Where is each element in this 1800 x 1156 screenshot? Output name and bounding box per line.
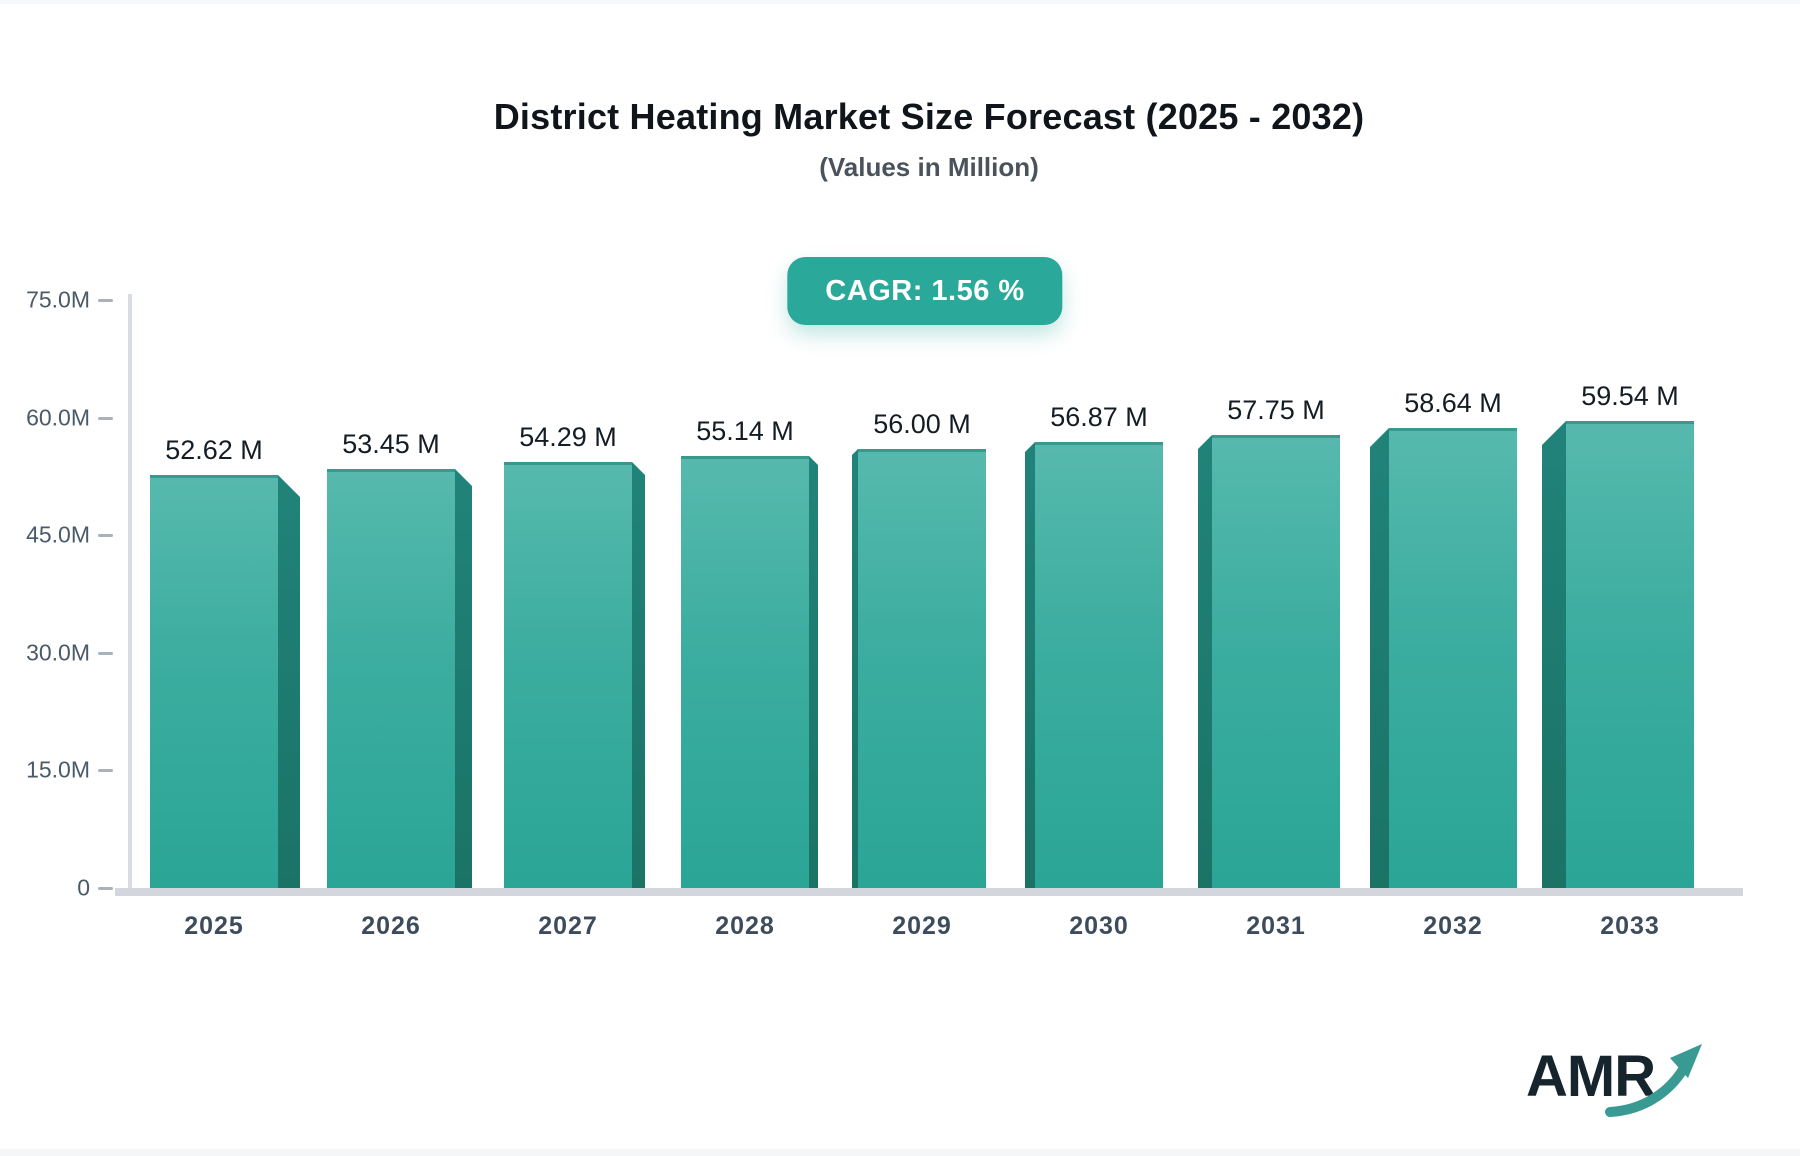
chart-subtitle: (Values in Million)	[819, 152, 1039, 182]
bar-2026	[327, 469, 455, 888]
amr-logo-text: AMR	[1526, 1044, 1655, 1109]
y-tick-mark	[98, 651, 113, 655]
y-tick-label-60.0M: 60.0M	[26, 404, 90, 431]
bar-2031	[1212, 435, 1340, 888]
cagr-badge-label: CAGR: 1.56 %	[825, 274, 1025, 307]
y-tick-label-30.0M: 30.0M	[26, 639, 90, 666]
bar-side-2031	[1198, 435, 1212, 888]
x-label-2026: 2026	[361, 912, 421, 940]
bar-value-2031: 57.75 M	[1227, 395, 1325, 425]
y-tick-mark	[98, 299, 113, 302]
cagr-badge: CAGR: 1.56 %	[787, 257, 1063, 325]
bar-side-2026	[455, 469, 472, 888]
y-tick-mark	[98, 534, 113, 538]
y-tick-label-0: 0	[77, 874, 90, 901]
amr-logo: AMR	[1526, 1044, 1702, 1117]
bar-value-2033: 59.54 M	[1581, 381, 1679, 411]
bar-value-2030: 56.87 M	[1050, 402, 1148, 432]
x-label-2028: 2028	[715, 912, 775, 940]
bar-2033	[1566, 421, 1694, 888]
bar-side-2033	[1542, 421, 1566, 888]
bar-value-2026: 53.45 M	[342, 429, 440, 459]
x-label-2027: 2027	[538, 912, 598, 940]
y-tick-label-75.0M: 75.0M	[26, 286, 90, 313]
bar-value-2025: 52.62 M	[165, 435, 263, 465]
y-tick-mark	[98, 416, 113, 420]
x-label-2025: 2025	[184, 912, 244, 940]
bar-2028	[681, 456, 809, 888]
y-tick-mark	[98, 887, 113, 890]
bar-2025	[150, 475, 278, 888]
bar-side-2030	[1025, 442, 1035, 888]
y-tick-label-15.0M: 15.0M	[26, 756, 90, 783]
bar-value-2027: 54.29 M	[519, 422, 617, 452]
bar-side-2027	[632, 462, 645, 888]
y-axis-line	[128, 294, 132, 888]
x-label-2033: 2033	[1600, 912, 1660, 940]
bar-value-2029: 56.00 M	[873, 409, 971, 439]
bar-side-2032	[1370, 428, 1389, 888]
x-label-2032: 2032	[1423, 912, 1483, 940]
bar-2029	[858, 449, 986, 888]
bar-2030	[1035, 442, 1163, 888]
x-label-2029: 2029	[892, 912, 952, 940]
x-axis-line	[115, 888, 1743, 896]
x-label-2030: 2030	[1069, 912, 1129, 940]
bar-side-2029	[852, 449, 858, 888]
bar-value-2028: 55.14 M	[696, 416, 794, 446]
bar-side-2025	[278, 475, 300, 888]
x-label-2031: 2031	[1246, 912, 1306, 940]
y-tick-label-45.0M: 45.0M	[26, 521, 90, 548]
chart-title: District Heating Market Size Forecast (2…	[493, 96, 1365, 137]
logo-arrow-head-icon	[1670, 1044, 1702, 1078]
bar-2027	[504, 462, 632, 888]
y-tick-mark	[98, 769, 113, 773]
bar-2032	[1389, 428, 1517, 888]
logo-arrow-swoosh	[1605, 1063, 1689, 1117]
bar-value-2032: 58.64 M	[1404, 388, 1502, 418]
bar-side-2028	[809, 456, 818, 888]
